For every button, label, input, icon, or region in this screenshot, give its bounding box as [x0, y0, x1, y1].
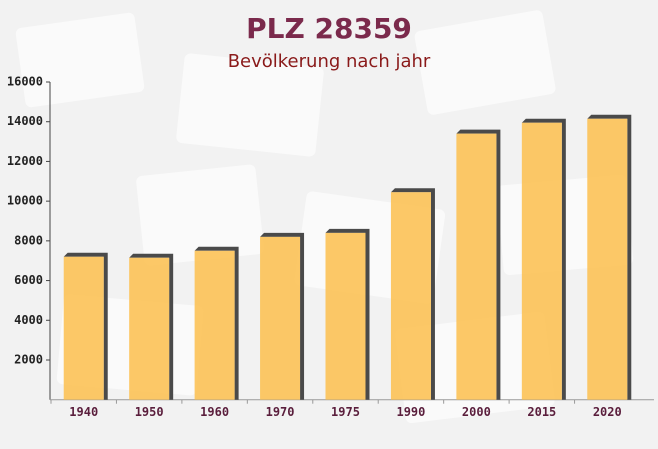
- y-tick-label: 12000: [7, 154, 43, 168]
- chart-subtitle: Bevölkerung nach jahr: [228, 51, 431, 72]
- bar: [194, 250, 235, 400]
- y-tick-label: 6000: [14, 273, 43, 287]
- x-tick-label: 1970: [266, 405, 295, 419]
- bar: [260, 236, 301, 400]
- x-tick-label: 1940: [69, 405, 98, 419]
- y-tick-label: 4000: [14, 313, 43, 327]
- x-tick-label: 1950: [135, 405, 164, 419]
- y-tick-label: 14000: [7, 114, 43, 128]
- bar: [63, 256, 104, 400]
- bar: [587, 118, 628, 400]
- bar: [129, 257, 170, 400]
- y-tick-label: 10000: [7, 194, 43, 208]
- chart-title: PLZ 28359: [246, 12, 412, 45]
- bar: [521, 122, 562, 400]
- y-tick-label: 8000: [14, 233, 43, 247]
- x-tick-label: 2015: [527, 405, 556, 419]
- x-tick-label: 1975: [331, 405, 360, 419]
- bar: [390, 192, 431, 400]
- x-tick-label: 2020: [593, 405, 622, 419]
- bar: [325, 232, 366, 400]
- x-tick-label: 1990: [396, 405, 425, 419]
- y-tick-label: 16000: [7, 75, 43, 89]
- y-tick-label: 2000: [14, 352, 43, 366]
- bar: [456, 133, 497, 400]
- x-tick-label: 2000: [462, 405, 491, 419]
- x-tick-label: 1960: [200, 405, 229, 419]
